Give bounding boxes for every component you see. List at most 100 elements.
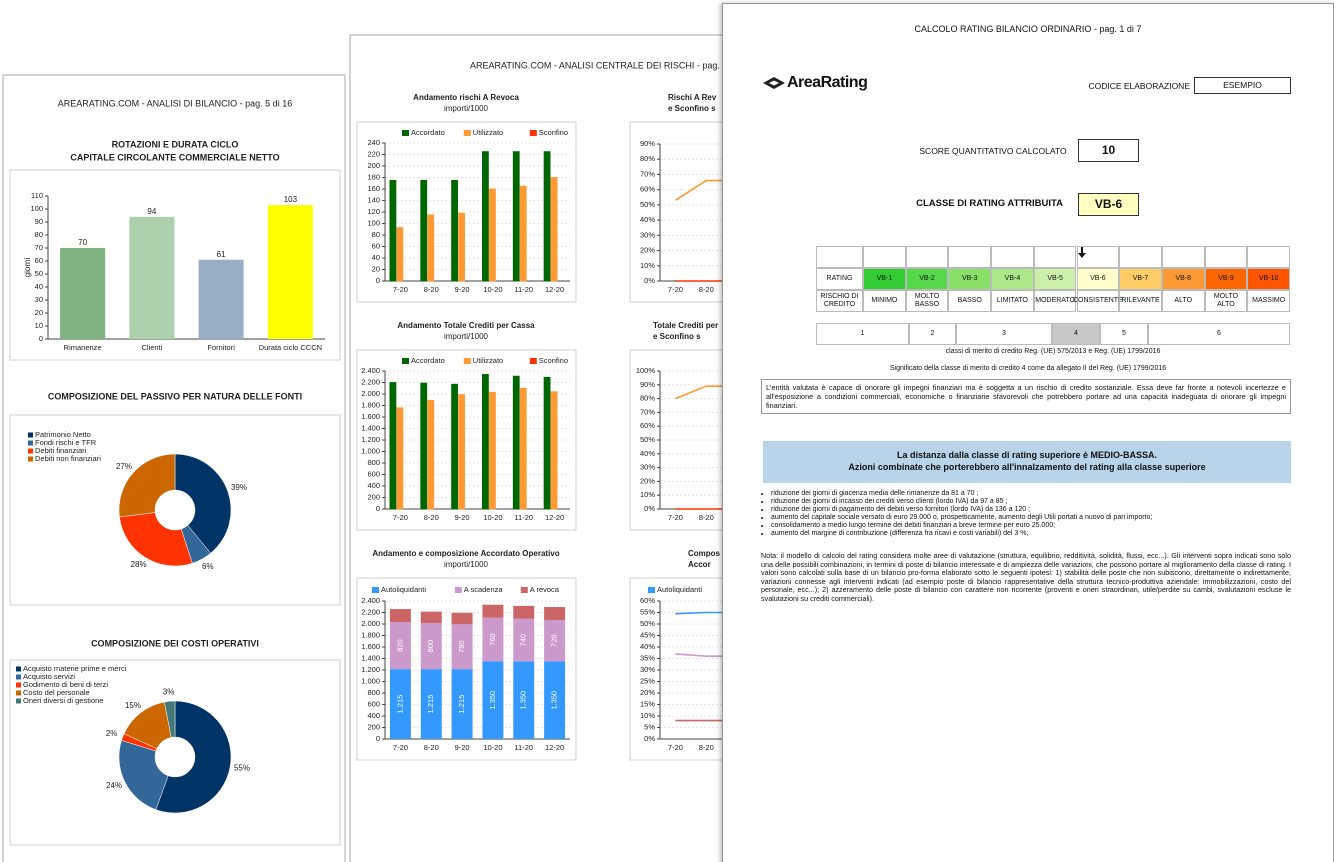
y-tick-label: 100 xyxy=(367,218,380,227)
bar xyxy=(550,391,558,510)
y-tick-label: 2.000 xyxy=(361,619,380,628)
merit-class: 1 xyxy=(816,323,909,345)
bar-segment xyxy=(420,623,442,670)
legend-label: Acquisto servizi xyxy=(23,672,75,681)
bar xyxy=(519,387,527,510)
y-tick-label: 220 xyxy=(367,149,380,158)
merit-class: 3 xyxy=(956,323,1052,345)
x-tick-label: 11-20 xyxy=(514,285,533,294)
y-tick-label: 90% xyxy=(640,380,655,389)
y-tick-label: 600 xyxy=(367,469,380,478)
page-header: AREARATING.COM - ANALISI DI BILANCIO - p… xyxy=(58,98,292,108)
data-label: 820 xyxy=(395,639,404,652)
rating-class: VB-8 xyxy=(1161,268,1205,290)
merit-class: 4 xyxy=(1052,323,1100,345)
y-tick-label: 180 xyxy=(367,172,380,181)
action-item: riduzione dei giorni di incasso dei cred… xyxy=(771,498,1301,506)
y-tick-label: 0 xyxy=(39,334,43,343)
x-tick-label: 9-20 xyxy=(455,743,470,752)
code-label: CODICE ELABORAZIONE xyxy=(1088,81,1190,91)
bar xyxy=(396,227,404,282)
legend-label: Utilizzato xyxy=(473,356,503,365)
x-tick-label: Fornitori xyxy=(207,343,235,352)
bar xyxy=(389,382,397,510)
pie-slice xyxy=(119,512,193,567)
chart-title: Totale Crediti per xyxy=(653,321,718,330)
bar-segment xyxy=(420,669,442,739)
y-tick-label: 1.000 xyxy=(361,676,380,685)
rating-class: VB-4 xyxy=(991,268,1034,290)
rating-class: VB-3 xyxy=(948,268,992,290)
page-header: AREARATING.COM - ANALISI CENTRALE DEI RI… xyxy=(470,60,727,70)
bar-segment xyxy=(513,618,535,662)
x-tick-label: Rimanenze xyxy=(64,343,102,352)
y-axis-label: giorni xyxy=(23,258,32,278)
legend-swatch xyxy=(402,130,409,136)
bar xyxy=(489,391,496,510)
data-label: 720 xyxy=(550,634,559,647)
y-tick-label: 15% xyxy=(640,699,655,708)
bar xyxy=(512,151,520,282)
rating-table: RATING RISCHIO DI CREDITO VB-1 MINIMO VB-2 MO… xyxy=(816,246,1290,316)
data-label: 24% xyxy=(106,781,122,790)
y-tick-label: 30% xyxy=(640,230,655,239)
legend-label: Sconfino xyxy=(539,128,568,137)
y-tick-label: 60% xyxy=(640,421,655,430)
code-value: ESEMPIO xyxy=(1194,77,1291,94)
data-label: 800 xyxy=(426,640,435,653)
legend-swatch xyxy=(372,587,379,593)
data-label: 1.350 xyxy=(519,691,528,710)
y-tick-label: 25% xyxy=(640,676,655,685)
y-tick-label: 80% xyxy=(640,394,655,403)
table-cell xyxy=(863,246,906,268)
y-tick-label: 2.000 xyxy=(361,389,380,398)
x-tick-label: 9-20 xyxy=(455,513,470,522)
y-tick-label: 55% xyxy=(640,607,655,616)
data-label: 1.215 xyxy=(395,695,404,714)
bar-segment xyxy=(544,619,566,662)
bar-segment xyxy=(389,609,411,622)
legend-swatch xyxy=(16,698,21,704)
x-tick-label: 12-20 xyxy=(545,513,564,522)
x-tick-label: 7-20 xyxy=(668,513,683,522)
bar xyxy=(451,179,458,282)
table-cell xyxy=(1161,246,1205,268)
data-label: 94 xyxy=(147,207,156,216)
bar xyxy=(420,179,428,282)
legend-swatch xyxy=(529,358,537,364)
data-label: 39% xyxy=(231,483,247,492)
chart-title: e Sconfino s xyxy=(668,104,716,113)
bar xyxy=(512,375,520,510)
rating-class: VB-5 xyxy=(1033,268,1077,290)
legend-swatch xyxy=(463,130,471,136)
bar xyxy=(543,151,551,282)
data-label: 1.215 xyxy=(426,695,435,714)
y-tick-label: 0% xyxy=(644,504,655,513)
bar-segment xyxy=(513,605,535,619)
meaning-caption: Significato della classe di merito di cr… xyxy=(889,365,1167,372)
data-label: 103 xyxy=(284,195,298,204)
y-tick-label: 10% xyxy=(640,490,655,499)
bar xyxy=(550,177,558,282)
x-tick-label: 10-20 xyxy=(483,285,502,294)
bar xyxy=(396,407,404,510)
risk-level: MOLTO ALTO xyxy=(1204,290,1248,312)
bar xyxy=(519,185,527,282)
risk-level: MODERATO xyxy=(1033,290,1077,312)
y-tick-label: 40% xyxy=(640,215,655,224)
y-tick-label: 1.600 xyxy=(361,642,380,651)
bar-segment xyxy=(544,607,566,620)
x-tick-label: Durata ciclo CCCN xyxy=(259,343,322,352)
chart-frame xyxy=(9,659,341,846)
x-tick-label: 11-20 xyxy=(514,743,533,752)
x-tick-label: 12-20 xyxy=(545,285,564,294)
data-label: 27% xyxy=(116,462,132,471)
x-tick-label: 8-20 xyxy=(424,743,439,752)
y-tick-label: 100% xyxy=(636,366,656,375)
legend-swatch xyxy=(28,448,33,454)
y-tick-label: 240 xyxy=(367,138,380,147)
y-tick-label: 20 xyxy=(35,308,43,317)
table-cell xyxy=(816,246,863,268)
y-tick-label: 400 xyxy=(367,481,380,490)
pie-slice xyxy=(155,700,232,814)
